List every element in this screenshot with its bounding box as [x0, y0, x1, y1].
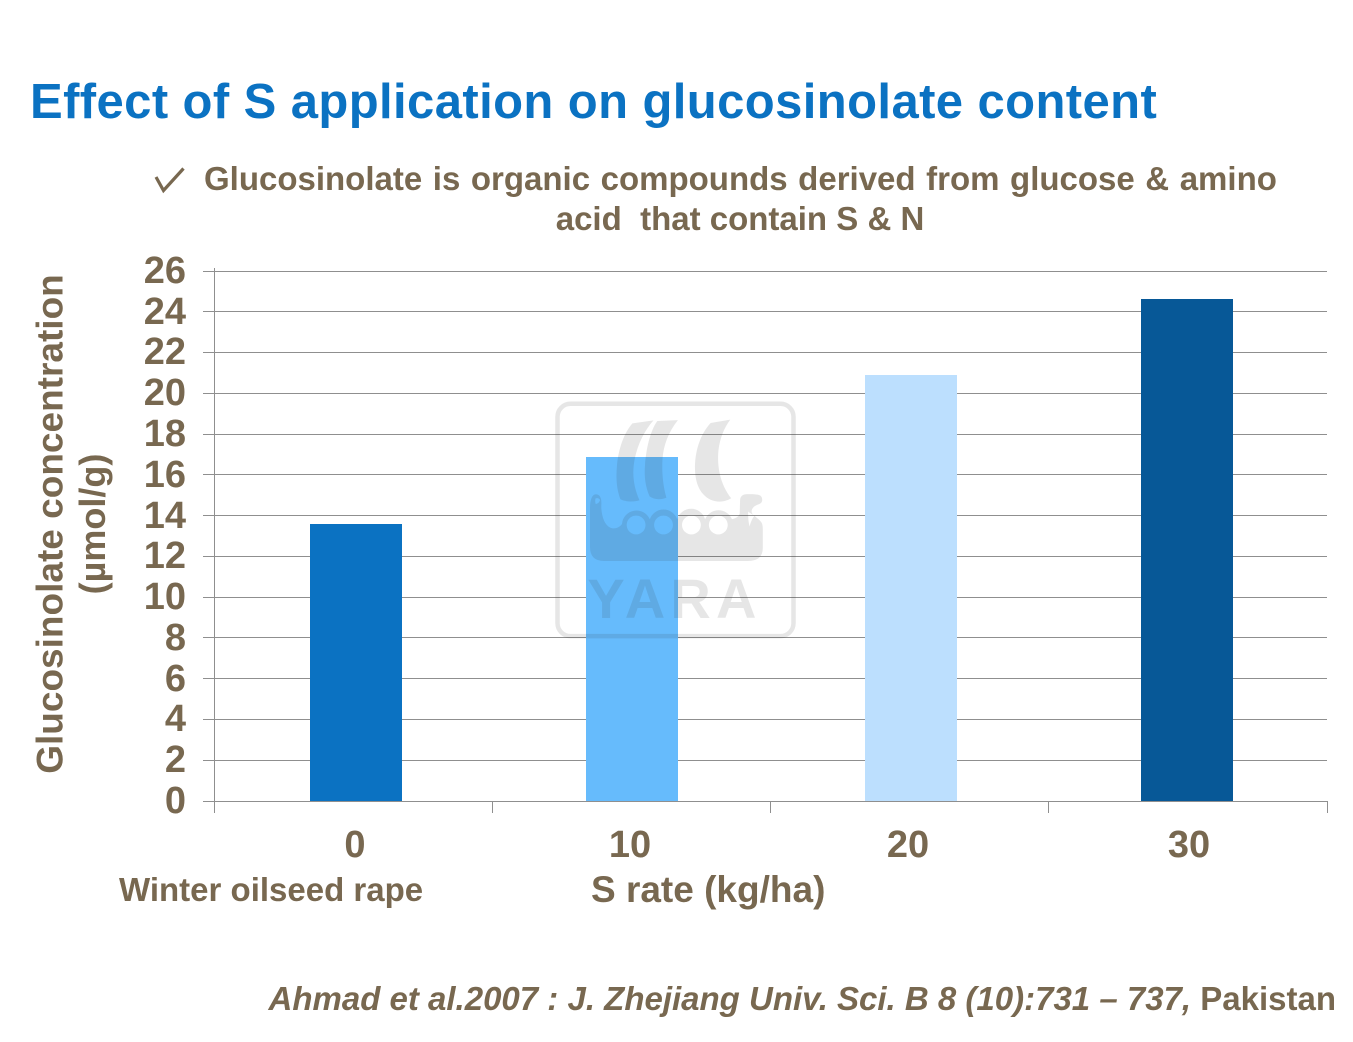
svg-text:YARA: YARA: [587, 567, 761, 630]
